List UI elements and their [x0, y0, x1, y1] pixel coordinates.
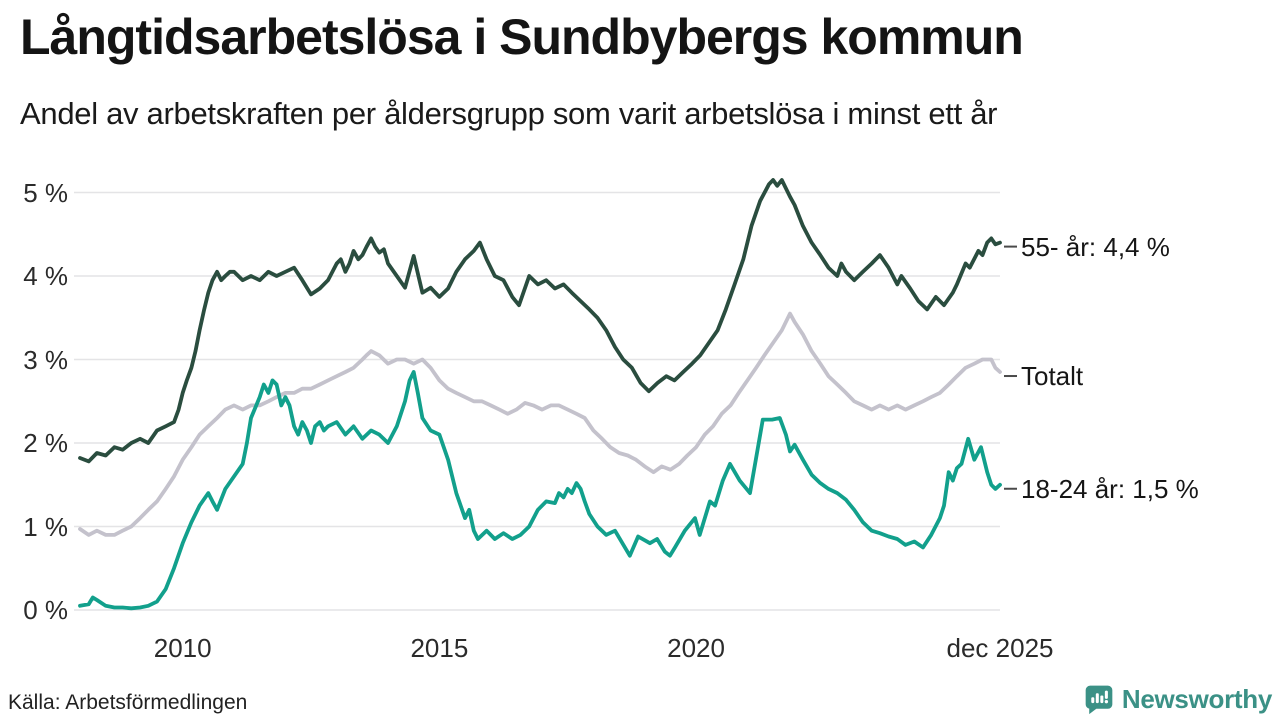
x-axis-tick-label: 2010	[153, 633, 212, 663]
newsworthy-bubble-chart-icon	[1085, 685, 1113, 715]
series-line-55-ar	[78, 178, 1002, 464]
page-subtitle: Andel av arbetskraften per åldersgrupp s…	[20, 96, 998, 131]
series-line-totalt	[78, 311, 1002, 537]
newsworthy-logo: Newsworthy	[1083, 683, 1272, 715]
newsworthy-wordmark: Newsworthy	[1121, 683, 1272, 714]
series-label-18-24-ar: 18-24 år: 1,5 %	[1021, 473, 1199, 504]
x-axis-tick-label: 2015	[410, 633, 469, 663]
series-label-55-ar: 55- år: 4,4 %	[1021, 231, 1170, 262]
x-axis-tick-label: 2020	[667, 633, 725, 663]
page-title: Långtidsarbetslösa i Sundbybergs kommun	[20, 9, 1024, 65]
series-line-18-24-ar	[78, 370, 1002, 611]
x-axis-tick-label: dec 2025	[946, 633, 1054, 663]
y-axis-tick-label: 4 %	[23, 261, 68, 291]
y-axis-tick-label: 0 %	[23, 595, 68, 625]
series-label-totalt: Totalt	[1021, 361, 1084, 392]
y-axis-tick-label: 5 %	[23, 177, 68, 208]
y-axis-tick-label: 1 %	[23, 511, 68, 542]
y-axis-tick-label: 2 %	[23, 428, 68, 458]
line-chart-canvas	[74, 178, 1017, 611]
source-note: Källa: Arbetsförmedlingen	[8, 691, 248, 714]
y-axis-tick-label: 3 %	[23, 344, 68, 375]
